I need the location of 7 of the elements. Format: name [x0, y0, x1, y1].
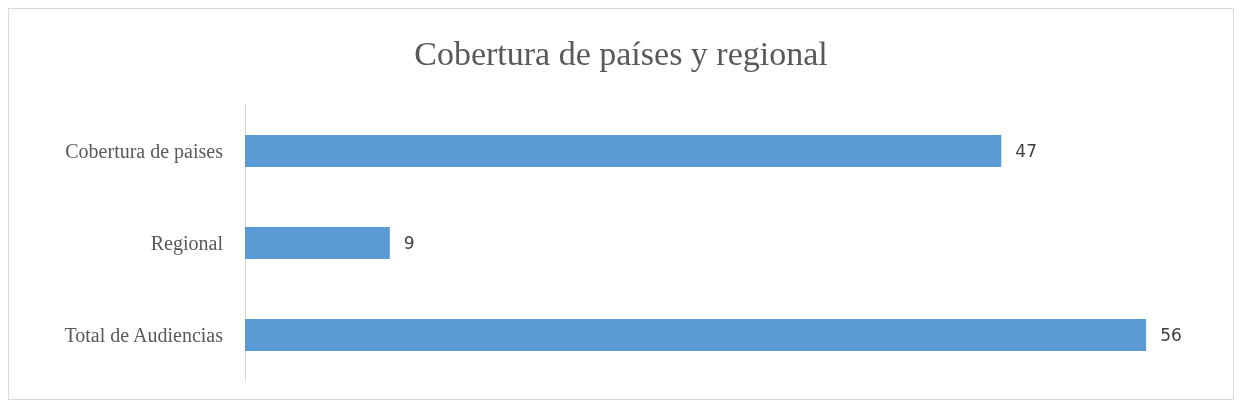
data-label: 9 — [403, 233, 415, 253]
y-tick-label: Total de Audiencias — [64, 324, 224, 346]
y-tick-label: Cobertura de paises — [65, 140, 224, 163]
chart-title: Cobertura de países y regional — [414, 34, 828, 72]
y-tick-label: Regional — [150, 232, 224, 255]
data-label: 47 — [1015, 141, 1037, 161]
data-label: 56 — [1160, 325, 1182, 345]
